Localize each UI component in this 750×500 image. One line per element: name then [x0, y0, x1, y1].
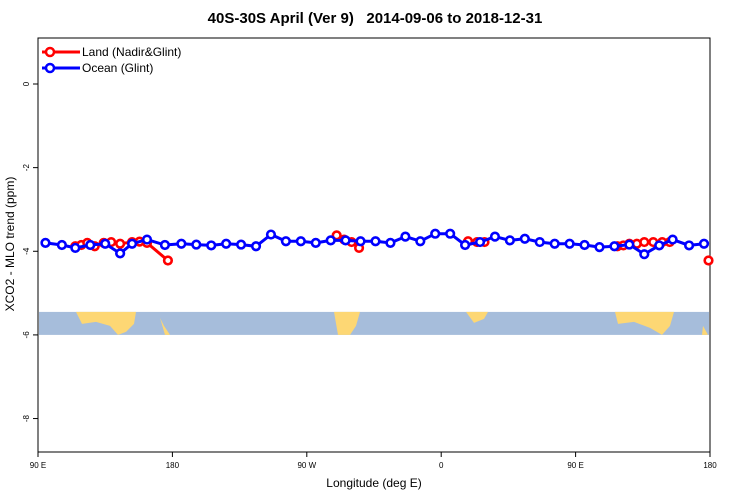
data-point-ocean: [549, 238, 560, 249]
data-point-ocean: [56, 239, 67, 251]
data-point-land: [703, 255, 714, 266]
data-point-ocean: [100, 238, 111, 249]
data-point-ocean: [310, 237, 321, 249]
data-point-ocean: [504, 235, 515, 246]
x-tick-label: 180: [166, 461, 180, 470]
data-point-ocean: [141, 234, 153, 245]
y-axis-label: XCO2 - MLO trend (ppm): [3, 176, 17, 312]
data-point-ocean: [579, 239, 590, 251]
data-point-ocean: [355, 236, 366, 247]
data-point-ocean: [519, 233, 530, 244]
data-point-ocean: [126, 238, 138, 249]
x-tick-label: 90 E: [567, 461, 583, 470]
map-band-land-3: [466, 311, 488, 323]
data-point-land: [115, 238, 126, 249]
y-tick-label: -4: [22, 247, 31, 255]
data-point-ocean: [250, 241, 262, 252]
x-tick-label: 0: [439, 461, 444, 470]
x-tick-label: 180: [703, 461, 717, 470]
legend-label-land: Land (Nadir&Glint): [82, 45, 182, 59]
x-axis-label: Longitude (deg E): [326, 476, 422, 490]
data-point-ocean: [206, 240, 217, 251]
data-point-ocean: [639, 249, 650, 260]
data-point-ocean: [698, 238, 710, 249]
y-tick-label: -8: [22, 414, 31, 422]
map-band-land-5: [702, 325, 708, 335]
data-point-land: [162, 255, 174, 266]
map-band-land-2: [334, 311, 360, 335]
data-point-ocean: [176, 238, 187, 249]
data-point-ocean: [474, 236, 486, 248]
data-point-ocean: [70, 242, 81, 254]
data-point-ocean: [295, 236, 306, 247]
data-point-ocean: [667, 234, 678, 245]
data-point-ocean: [609, 241, 620, 252]
data-point-land: [639, 236, 650, 248]
legend-label-ocean: Ocean (Glint): [82, 61, 154, 75]
data-point-ocean: [340, 235, 351, 246]
data-point-ocean: [624, 239, 635, 250]
y-tick-label: 0: [22, 81, 31, 86]
plot-frame: [37, 37, 711, 453]
data-point-ocean: [415, 236, 426, 247]
legend-item-ocean: Ocean (Glint): [40, 60, 181, 76]
legend-key-ocean: [40, 60, 82, 76]
data-point-ocean: [40, 237, 51, 249]
data-point-ocean: [191, 239, 202, 250]
map-band-land-4: [615, 311, 674, 335]
legend-key-land: [40, 44, 82, 60]
chart-title: 40S-30S April (Ver 9) 2014-09-06 to 2018…: [207, 10, 543, 27]
x-tick-label: 90 E: [30, 461, 46, 470]
data-point-ocean: [489, 231, 501, 242]
data-point-ocean: [159, 239, 171, 251]
legend-item-land: Land (Nadir&Glint): [40, 44, 181, 60]
data-point-ocean: [221, 238, 232, 249]
data-point-ocean: [564, 238, 575, 249]
data-point-ocean: [235, 239, 247, 250]
data-point-ocean: [85, 239, 96, 251]
data-point-ocean: [385, 237, 396, 249]
map-band-land-0: [76, 311, 136, 335]
y-tick-label: -6: [22, 331, 31, 339]
data-point-ocean: [445, 228, 456, 239]
data-point-ocean: [683, 240, 695, 251]
data-point-ocean: [325, 235, 336, 246]
map-band-ocean: [39, 311, 709, 335]
data-point-ocean: [654, 240, 665, 251]
data-point-ocean: [115, 248, 126, 259]
data-point-ocean: [400, 231, 411, 242]
data-point-ocean: [459, 239, 471, 251]
data-point-ocean: [280, 236, 291, 247]
data-point-ocean: [265, 229, 277, 240]
data-point-ocean: [534, 236, 545, 248]
data-point-ocean: [594, 241, 605, 253]
data-point-ocean: [430, 228, 441, 239]
legend: Land (Nadir&Glint) Ocean (Glint): [40, 44, 181, 76]
data-point-ocean: [370, 236, 381, 247]
x-tick-label: 90 W: [297, 461, 316, 470]
map-band-land-1: [160, 317, 170, 335]
y-tick-label: -2: [22, 164, 31, 172]
